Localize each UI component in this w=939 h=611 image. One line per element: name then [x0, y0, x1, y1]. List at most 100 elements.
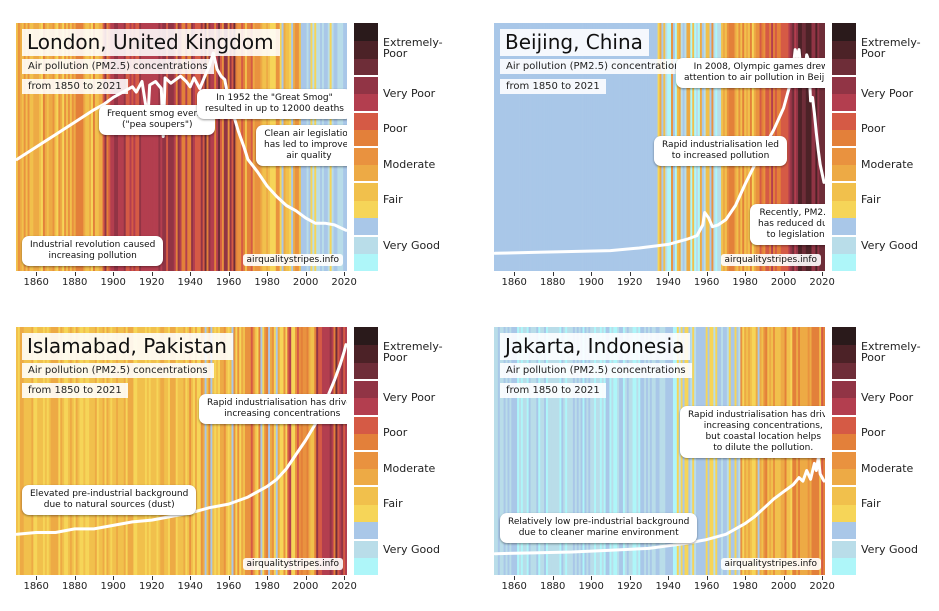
stripe-jakarta-1897 — [584, 327, 587, 575]
colorbar-segment-islamabad-8 — [354, 415, 378, 434]
stripe-jakarta-1863 — [519, 327, 522, 575]
stripe-islamabad-2013 — [329, 327, 332, 575]
stripe-islamabad-2016 — [335, 327, 338, 575]
colorbar-separator-islamabad-5 — [354, 485, 378, 488]
stripe-london-1919 — [148, 23, 152, 271]
stripe-jakarta-1899 — [588, 327, 591, 575]
x-tick-label-london-1880: 1880 — [61, 277, 88, 288]
stripe-beijing-1909 — [607, 23, 610, 271]
stripe-islamabad-1999 — [302, 327, 306, 575]
colorbar-segment-london-2 — [354, 217, 378, 237]
stripe-london-1958 — [223, 23, 227, 271]
colorbar-separator-london-7 — [354, 146, 378, 148]
stripe-jakarta-1895 — [580, 327, 583, 575]
stripe-islamabad-1918 — [146, 327, 150, 575]
x-tick-label-jakarta-2000: 2000 — [770, 581, 797, 592]
stripe-islamabad-1941 — [191, 327, 194, 575]
stripe-beijing-1929 — [646, 23, 649, 271]
stripe-jakarta-1874 — [540, 327, 543, 575]
stripe-islamabad-2014 — [331, 327, 334, 575]
x-tick-label-islamabad-2000: 2000 — [292, 581, 319, 592]
stripe-islamabad-1994 — [293, 327, 296, 575]
stripe-london-1896 — [104, 23, 107, 271]
colorbar-label-london-5: Very Good — [383, 239, 440, 253]
stripe-islamabad-1859 — [33, 327, 36, 575]
stripe-london-1917 — [144, 23, 148, 271]
x-tick-mark-islamabad-2020 — [344, 576, 346, 580]
stripe-beijing-2020 — [821, 23, 824, 271]
stripe-islamabad-1895 — [102, 327, 105, 575]
colorbar-segment-london-12 — [354, 40, 378, 59]
stripe-beijing-1890 — [570, 23, 574, 271]
stripe-jakarta-1870 — [532, 327, 535, 575]
x-tick-label-london-1900: 1900 — [100, 277, 126, 288]
colorbar-segment-london-7 — [354, 129, 378, 148]
colorbar-segment-jakarta-13 — [832, 327, 856, 346]
annotation-great-smog: In 1952 the "Great Smog" resulted in up … — [197, 89, 347, 119]
stripe-islamabad-1868 — [50, 327, 53, 575]
stripe-jakarta-1911 — [611, 327, 614, 575]
stripe-beijing-1875 — [542, 23, 545, 271]
source-label-beijing: airqualitystripes.info — [720, 254, 821, 266]
colorbar-separator-beijing-7 — [832, 146, 856, 148]
colorbar-label-jakarta-1: Very Poor — [861, 390, 914, 404]
colorbar-segment-islamabad-6 — [354, 451, 378, 470]
stripe-islamabad-1857 — [29, 327, 32, 575]
stripe-islamabad-1987 — [279, 327, 282, 575]
colorbar-segment-beijing-12 — [832, 40, 856, 59]
colorbar-segment-jakarta-1 — [832, 539, 856, 558]
stripe-beijing-1867 — [526, 23, 530, 271]
colorbar-segment-islamabad-1 — [354, 539, 378, 558]
x-tick-label-london-2000: 2000 — [292, 277, 319, 288]
stripe-beijing-1918 — [624, 23, 628, 271]
x-tick-mark-beijing-1880 — [552, 272, 554, 276]
x-tick-mark-islamabad-1940 — [190, 576, 192, 580]
stripe-london-1937 — [183, 23, 186, 271]
plot-area-beijing: Beijing, China Air pollution (PM2.5) con… — [494, 23, 825, 271]
colorbar-segment-beijing-6 — [832, 147, 856, 166]
stripe-islamabad-1936 — [181, 327, 184, 575]
colorbar-segment-beijing-8 — [832, 111, 856, 130]
stripe-islamabad-1884 — [81, 327, 84, 575]
stripe-jakarta-1944 — [674, 327, 678, 575]
x-tick-label-london-1860: 1860 — [23, 277, 49, 288]
stripe-beijing-2013 — [807, 23, 810, 271]
stripe-jakarta-1917 — [622, 327, 626, 575]
stripe-jakarta-1910 — [609, 327, 612, 575]
stripe-london-1963 — [233, 23, 236, 271]
stripe-beijing-1863 — [519, 23, 522, 271]
stripe-london-1974 — [254, 23, 257, 271]
stripe-islamabad-1950 — [208, 327, 211, 575]
stripe-islamabad-1949 — [206, 327, 209, 575]
stripe-beijing-1925 — [638, 23, 641, 271]
stripe-beijing-2003 — [788, 23, 791, 271]
stripe-london-1954 — [216, 23, 219, 271]
x-tick-label-london-1940: 1940 — [177, 277, 203, 288]
stripe-london-1854 — [23, 23, 27, 271]
annotation-olympic-games: In 2008, Olympic games drew attention to… — [676, 58, 825, 88]
stripe-jakarta-1854 — [501, 327, 505, 575]
stripe-jakarta-1931 — [649, 327, 653, 575]
stripe-islamabad-1964 — [235, 327, 238, 575]
stripe-islamabad-1916 — [143, 327, 146, 575]
colorbar-segment-beijing-13 — [832, 23, 856, 42]
x-tick-mark-beijing-1980 — [745, 272, 747, 276]
colorbar-segment-islamabad-4 — [354, 486, 378, 505]
stripe-islamabad-1875 — [64, 327, 67, 575]
stripe-islamabad-1954 — [216, 327, 219, 575]
stripe-islamabad-1855 — [25, 327, 28, 575]
colorbar-separator-london-9 — [354, 110, 378, 113]
x-tick-mark-jakarta-1860 — [514, 576, 516, 580]
stripe-islamabad-1850 — [16, 327, 19, 575]
stripe-london-1948 — [204, 23, 207, 271]
stripe-london-1911 — [133, 23, 136, 271]
x-tick-mark-london-1960 — [228, 272, 230, 276]
colorbar-segment-islamabad-0 — [354, 557, 378, 576]
stripe-beijing-1919 — [626, 23, 630, 271]
stripe-beijing-1905 — [599, 23, 603, 271]
stripe-jakarta-1867 — [526, 327, 530, 575]
stripe-london-1947 — [202, 23, 205, 271]
colorbar-separator-jakarta-11 — [832, 379, 856, 382]
stripe-jakarta-1882 — [555, 327, 558, 575]
stripe-london-1895 — [102, 23, 105, 271]
